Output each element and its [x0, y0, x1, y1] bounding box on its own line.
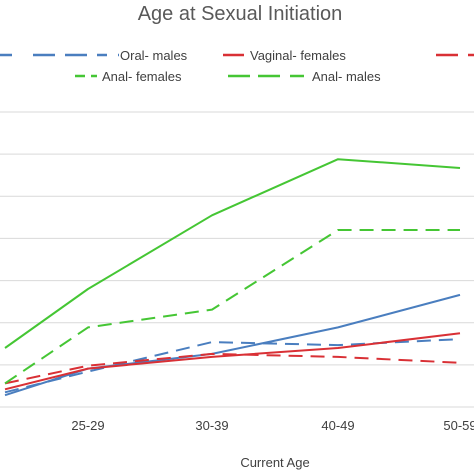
- series-line-4: [4, 229, 460, 385]
- series-line-1: [4, 293, 461, 397]
- gridlines: [0, 111, 474, 408]
- x-tick-label: 25-29: [71, 418, 104, 433]
- legend-label-vaginal-females: Vaginal- females: [250, 48, 346, 63]
- legend-label-anal-females: Anal- females: [102, 69, 182, 84]
- x-tick-label: 50-59: [443, 418, 474, 433]
- series-line-5: [4, 158, 461, 349]
- series-line-0: [4, 338, 461, 394]
- series-line-3: [4, 352, 461, 385]
- x-tick-labels: 25-29 30-39 40-49 50-59: [71, 418, 474, 433]
- x-tick-label: 40-49: [321, 418, 354, 433]
- x-tick-label: 30-39: [195, 418, 228, 433]
- x-axis-label: Current Age: [240, 455, 309, 470]
- series-layer: [4, 158, 461, 397]
- legend-label-anal-males: Anal- males: [312, 69, 381, 84]
- chart-title: Age at Sexual Initiation: [138, 3, 343, 25]
- legend: Oral- males Vaginal- females Anal- femal…: [0, 48, 474, 84]
- legend-label-oral-males: Oral- males: [120, 48, 188, 63]
